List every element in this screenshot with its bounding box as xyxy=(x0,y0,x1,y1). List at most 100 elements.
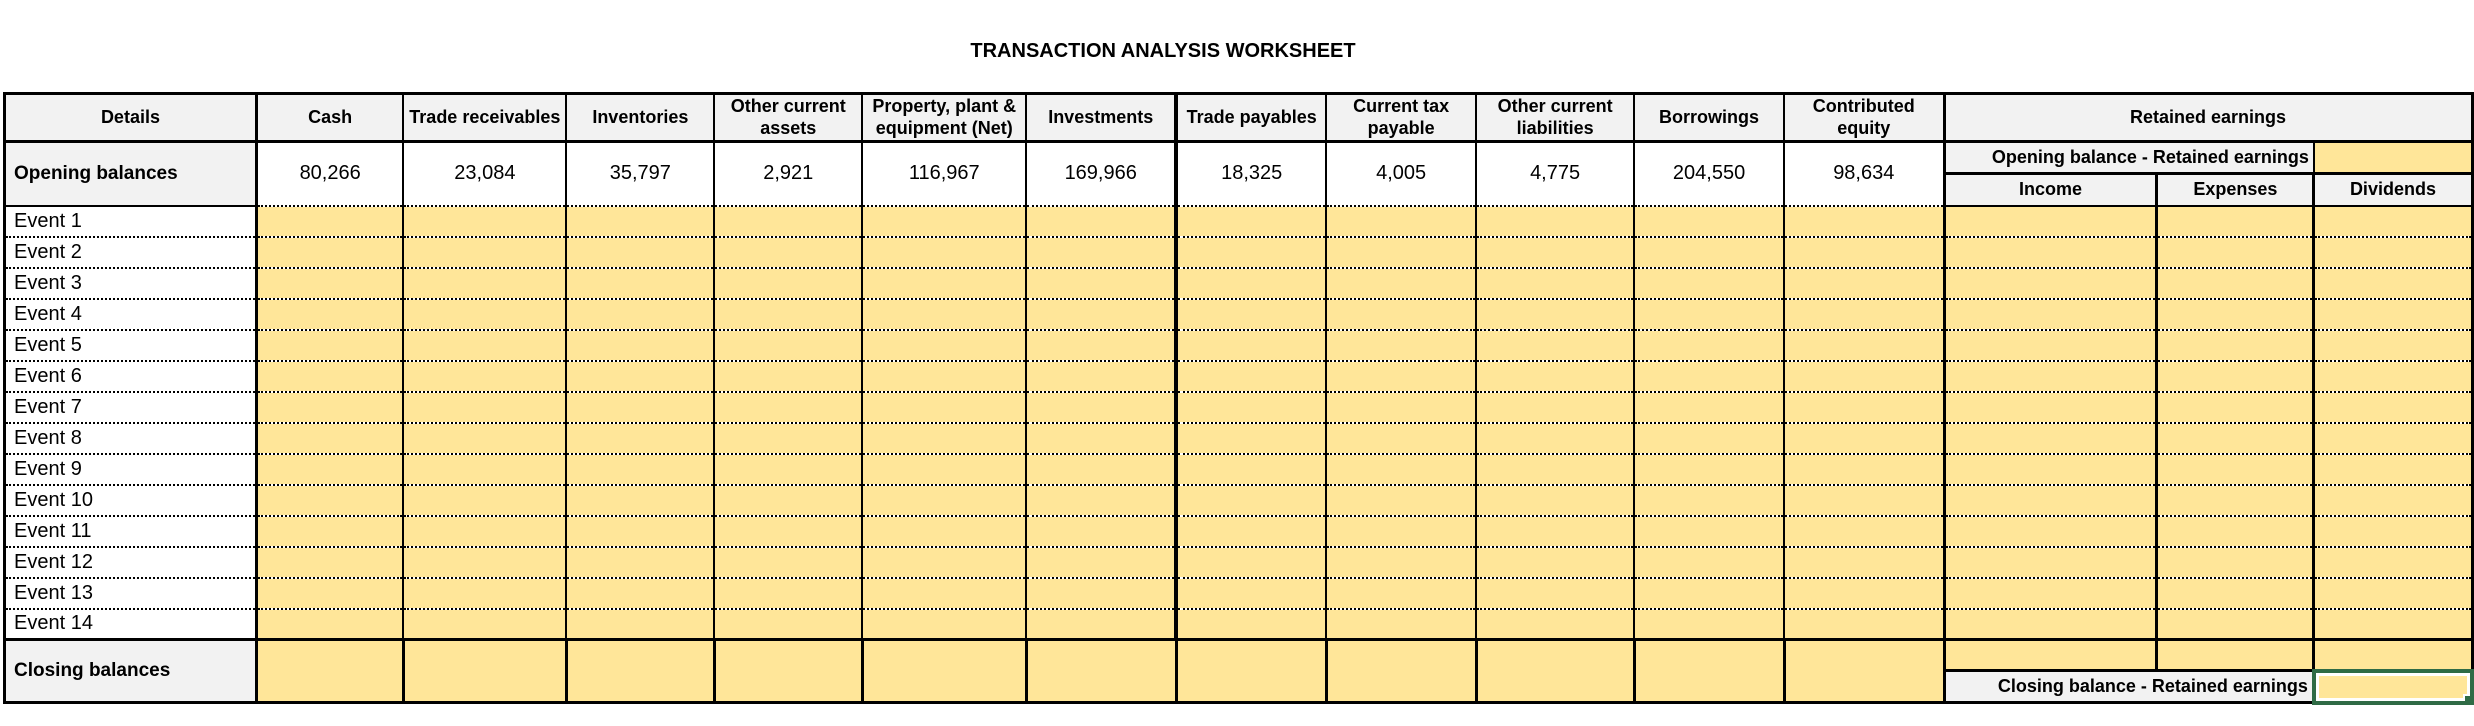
input-cell[interactable] xyxy=(861,266,1028,300)
closing-trade-receivables-cell[interactable] xyxy=(401,638,568,704)
input-cell[interactable] xyxy=(1633,266,1786,300)
input-cell[interactable] xyxy=(402,297,568,331)
input-cell[interactable] xyxy=(861,204,1028,238)
closing-expenses-cell[interactable] xyxy=(2155,638,2316,672)
input-cell[interactable] xyxy=(1175,545,1328,579)
input-cell[interactable] xyxy=(861,483,1028,517)
col-header-contributed-equity[interactable]: Contributed equity xyxy=(1783,92,1946,143)
input-cell-expenses[interactable] xyxy=(2155,235,2316,269)
input-cell[interactable] xyxy=(1475,328,1636,362)
input-cell[interactable] xyxy=(713,483,864,517)
input-cell[interactable] xyxy=(565,545,716,579)
input-cell[interactable] xyxy=(861,545,1028,579)
input-cell[interactable] xyxy=(565,421,716,455)
input-cell[interactable] xyxy=(1325,328,1478,362)
input-cell[interactable] xyxy=(713,390,864,424)
input-cell[interactable] xyxy=(402,607,568,641)
input-cell[interactable] xyxy=(1475,576,1636,610)
input-cell[interactable] xyxy=(402,545,568,579)
input-cell[interactable] xyxy=(1175,421,1328,455)
input-cell[interactable] xyxy=(1325,297,1478,331)
input-cell-dividends[interactable] xyxy=(2312,359,2474,393)
input-cell[interactable] xyxy=(1475,452,1636,486)
input-cell-expenses[interactable] xyxy=(2155,514,2316,548)
input-cell-income[interactable] xyxy=(1942,328,2159,362)
input-cell[interactable] xyxy=(565,607,716,641)
closing-trade-payables-cell[interactable] xyxy=(1174,638,1328,704)
input-cell[interactable] xyxy=(713,452,864,486)
input-cell-income[interactable] xyxy=(1942,483,2159,517)
col-header-retained-earnings[interactable]: Retained earnings xyxy=(1942,92,2474,143)
input-cell[interactable] xyxy=(402,204,568,238)
event-label[interactable]: Event 10 xyxy=(3,483,258,517)
opening-trade-payables-cell[interactable]: 18,325 xyxy=(1175,140,1328,207)
closing-contributed-equity-cell[interactable] xyxy=(1782,638,1946,704)
input-cell[interactable] xyxy=(1175,514,1328,548)
subcol-header-dividends[interactable]: Dividends xyxy=(2312,172,2474,207)
input-cell[interactable] xyxy=(1025,452,1179,486)
input-cell[interactable] xyxy=(1783,297,1946,331)
input-cell-income[interactable] xyxy=(1942,235,2159,269)
input-cell-income[interactable] xyxy=(1942,514,2159,548)
opening-other-current-liabilities-cell[interactable]: 4,775 xyxy=(1475,140,1636,207)
input-cell[interactable] xyxy=(861,359,1028,393)
input-cell[interactable] xyxy=(713,576,864,610)
input-cell-expenses[interactable] xyxy=(2155,421,2316,455)
input-cell[interactable] xyxy=(1025,328,1179,362)
input-cell[interactable] xyxy=(402,266,568,300)
input-cell-expenses[interactable] xyxy=(2155,607,2316,641)
opening-balances-label[interactable]: Opening balances xyxy=(3,140,258,207)
input-cell[interactable] xyxy=(1175,359,1328,393)
input-cell-dividends[interactable] xyxy=(2312,328,2474,362)
subcol-header-income[interactable]: Income xyxy=(1942,172,2159,207)
event-label[interactable]: Event 11 xyxy=(3,514,258,548)
input-cell-dividends[interactable] xyxy=(2312,483,2474,517)
input-cell[interactable] xyxy=(255,204,405,238)
input-cell[interactable] xyxy=(1783,514,1946,548)
opening-ppe-cell[interactable]: 116,967 xyxy=(861,140,1028,207)
opening-investments-cell[interactable]: 169,966 xyxy=(1025,140,1179,207)
input-cell[interactable] xyxy=(1783,235,1946,269)
input-cell[interactable] xyxy=(1325,359,1478,393)
input-cell[interactable] xyxy=(1633,235,1786,269)
col-header-borrowings[interactable]: Borrowings xyxy=(1633,92,1786,143)
event-label[interactable]: Event 8 xyxy=(3,421,258,455)
input-cell[interactable] xyxy=(1633,204,1786,238)
input-cell[interactable] xyxy=(1175,390,1328,424)
input-cell-income[interactable] xyxy=(1942,607,2159,641)
col-header-other-current-assets[interactable]: Other current assets xyxy=(713,92,864,143)
event-label[interactable]: Event 7 xyxy=(3,390,258,424)
opening-retained-earnings-input-cell[interactable] xyxy=(2312,140,2474,175)
input-cell[interactable] xyxy=(1025,390,1179,424)
input-cell[interactable] xyxy=(713,204,864,238)
input-cell[interactable] xyxy=(861,514,1028,548)
input-cell[interactable] xyxy=(1783,452,1946,486)
input-cell[interactable] xyxy=(1025,607,1179,641)
input-cell[interactable] xyxy=(1783,359,1946,393)
input-cell[interactable] xyxy=(1175,483,1328,517)
input-cell[interactable] xyxy=(861,297,1028,331)
input-cell[interactable] xyxy=(565,514,716,548)
subcol-header-expenses[interactable]: Expenses xyxy=(2155,172,2316,207)
input-cell[interactable] xyxy=(255,235,405,269)
input-cell[interactable] xyxy=(1475,514,1636,548)
opening-trade-receivables-cell[interactable]: 23,084 xyxy=(402,140,568,207)
input-cell[interactable] xyxy=(1025,297,1179,331)
input-cell[interactable] xyxy=(713,359,864,393)
input-cell-income[interactable] xyxy=(1942,452,2159,486)
col-header-inventories[interactable]: Inventories xyxy=(565,92,716,143)
input-cell[interactable] xyxy=(1325,235,1478,269)
input-cell[interactable] xyxy=(565,328,716,362)
input-cell[interactable] xyxy=(255,359,405,393)
input-cell[interactable] xyxy=(402,390,568,424)
input-cell-expenses[interactable] xyxy=(2155,576,2316,610)
input-cell[interactable] xyxy=(565,390,716,424)
input-cell-expenses[interactable] xyxy=(2155,390,2316,424)
input-cell[interactable] xyxy=(1475,359,1636,393)
input-cell[interactable] xyxy=(713,235,864,269)
input-cell-expenses[interactable] xyxy=(2155,266,2316,300)
event-label[interactable]: Event 14 xyxy=(3,607,258,641)
col-header-details[interactable]: Details xyxy=(3,92,258,143)
input-cell-dividends[interactable] xyxy=(2312,390,2474,424)
input-cell-dividends[interactable] xyxy=(2312,607,2474,641)
